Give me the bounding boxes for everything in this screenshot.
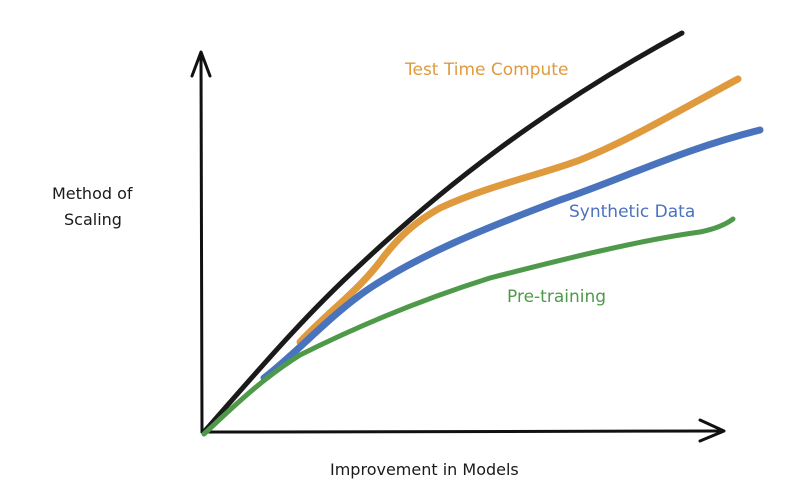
y-axis-label-line1: Method of <box>52 184 133 203</box>
x-axis <box>200 429 724 434</box>
axes <box>190 50 726 443</box>
x-axis-arrowhead <box>698 418 726 443</box>
pre-training-label: Pre-training <box>507 287 606 307</box>
y-axis-arrowhead <box>190 50 212 78</box>
test-time-compute-label: Test Time Compute <box>404 60 568 80</box>
x-axis-label: Improvement in Models <box>330 460 519 479</box>
synthetic-data-curve <box>260 126 764 382</box>
synthetic-data-label: Synthetic Data <box>569 202 695 222</box>
y-axis-label-line2: Scaling <box>64 210 122 229</box>
test-time-compute-curve <box>296 75 742 346</box>
pre-training-curve <box>201 216 736 437</box>
y-axis <box>199 54 204 434</box>
overall-curve <box>201 30 685 435</box>
